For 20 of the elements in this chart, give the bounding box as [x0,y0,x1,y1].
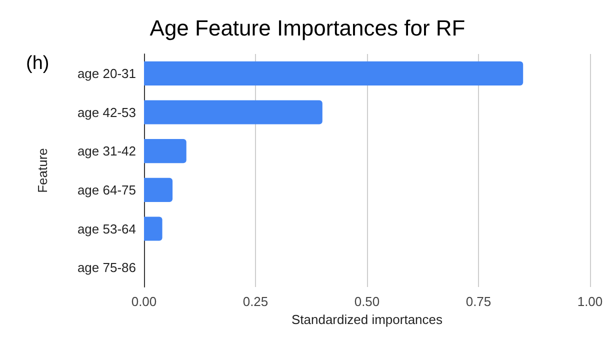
x-axis-title: Standardized importances [291,312,444,327]
chart-title: Age Feature Importances for RF [150,16,466,40]
x-tick-label: 0.00 [131,294,157,309]
y-tick-label: age 64-75 [77,182,136,198]
y-tick-label: age 31-42 [77,144,136,159]
bar [144,139,186,164]
x-tick-label: 0.75 [466,294,492,309]
y-tick-label: age 20-31 [77,66,136,81]
text: (h) [26,53,50,74]
x-tick-label: 0.50 [354,294,380,309]
y-tick-label: age 75-86 [77,260,136,276]
y-axis-title: Feature [35,148,50,193]
bar [144,216,162,241]
bar [144,100,322,124]
y-tick-label: age 42-53 [77,104,136,120]
x-tick-label: 0.25 [242,294,268,309]
bar [144,178,173,202]
bar [144,61,524,86]
y-tick-label: age 53-64 [77,221,136,236]
x-tick-label: 1.00 [577,294,603,309]
